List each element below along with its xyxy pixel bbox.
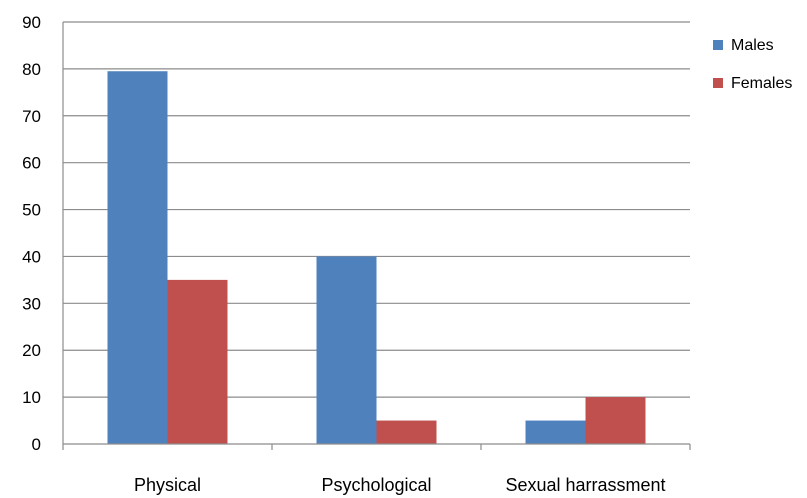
- bar-females-0: [167, 279, 228, 444]
- x-tick-label: Sexual harrassment: [505, 475, 665, 495]
- x-tick-label: Psychological: [321, 475, 431, 495]
- y-tick-label: 60: [22, 154, 41, 173]
- bar-males-0: [107, 71, 168, 444]
- legend-swatch-females: [713, 78, 723, 88]
- bar-females-2: [585, 397, 646, 444]
- bar-males-2: [525, 420, 586, 444]
- y-tick-label: 40: [22, 247, 41, 266]
- bar-females-1: [376, 420, 437, 444]
- legend-label: Females: [731, 75, 792, 92]
- bar-males-1: [316, 256, 377, 444]
- y-tick-label: 70: [22, 107, 41, 126]
- y-tick-label: 90: [22, 13, 41, 32]
- y-tick-label: 50: [22, 201, 41, 220]
- legend-swatch-males: [713, 40, 723, 50]
- legend: Males Females: [713, 37, 792, 92]
- y-tick-label: 0: [32, 435, 41, 454]
- y-axis: 0 10 20 30 40 50 60 70 80 90: [22, 13, 64, 454]
- bars: [107, 71, 646, 444]
- x-tick-label: Physical: [134, 475, 201, 495]
- y-tick-label: 10: [22, 388, 41, 407]
- legend-label: Males: [731, 37, 774, 54]
- y-tick-label: 20: [22, 341, 41, 360]
- y-tick-label: 30: [22, 294, 41, 313]
- x-axis: Physical Psychological Sexual harrassment: [62, 443, 691, 495]
- y-tick-label: 80: [22, 60, 41, 79]
